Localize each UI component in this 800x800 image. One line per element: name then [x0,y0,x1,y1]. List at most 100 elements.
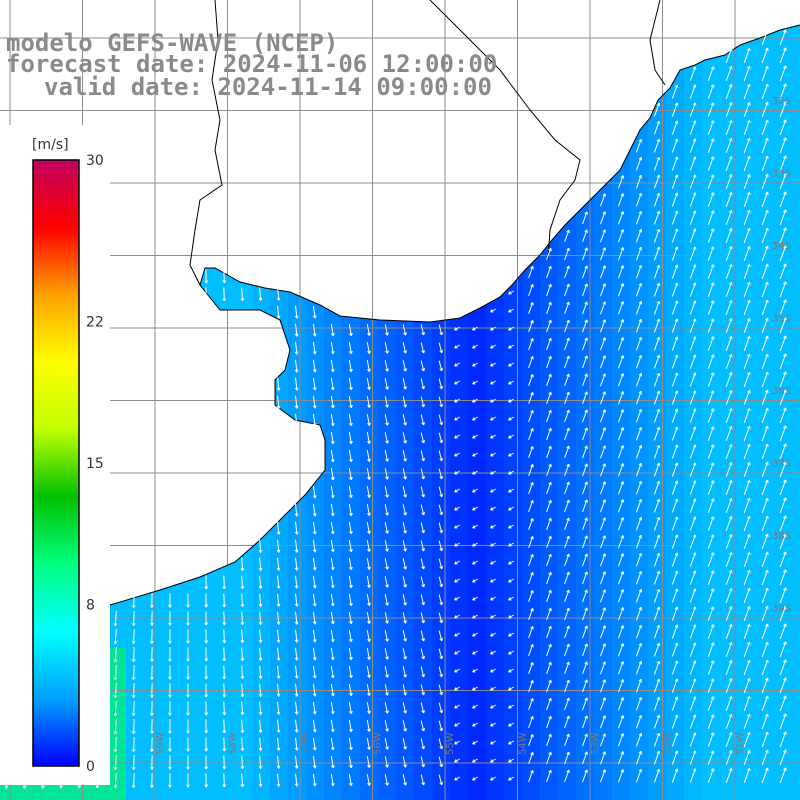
wind-cell [558,630,576,648]
wind-cell [252,720,270,738]
wind-cell [594,342,612,360]
wind-cell [756,342,774,360]
wind-cell [774,558,792,576]
wind-cell [216,738,234,756]
wind-cell [486,594,504,612]
wind-cell [774,180,792,198]
wind-cell [486,414,504,432]
wind-arrow [617,193,625,207]
wind-cell [468,342,486,360]
wind-cell [756,666,774,684]
wind-cell [648,540,666,558]
wind-cell [738,702,756,720]
wind-arrow [689,156,697,171]
longitude-label: 53W [590,732,601,755]
wind-cell [252,756,270,774]
wind-cell [612,198,630,216]
wind-cell [792,450,800,468]
wind-cell [684,666,702,684]
wind-cell [540,288,558,306]
wind-cell [108,738,126,756]
wind-cell [468,666,486,684]
wind-cell [756,504,774,522]
wind-cell [450,324,468,342]
wind-cell [108,792,126,800]
wind-cell [774,486,792,504]
wind-cell [702,522,720,540]
wind-cell [684,108,702,126]
wind-cell [558,612,576,630]
colorbar-tick-label: 30 [86,153,104,169]
wind-cell [162,648,180,666]
wind-cell [450,522,468,540]
wind-cell [702,234,720,252]
wind-cell [774,306,792,324]
wind-arrow [725,138,733,153]
wind-cell [648,234,666,252]
wind-arrow [779,101,787,118]
wind-arrow [779,173,787,190]
wind-cell [648,432,666,450]
wind-arrow [743,173,751,190]
wind-cell [450,468,468,486]
wind-cell [720,180,738,198]
wind-cell [630,270,648,288]
wind-cell [792,648,800,666]
wind-cell [504,396,522,414]
wind-cell [792,90,800,108]
wind-cell [504,306,522,324]
wind-cell [666,144,684,162]
wind-cell [522,450,540,468]
wind-cell [108,684,126,702]
wind-cell [144,738,162,756]
wind-cell [738,198,756,216]
wind-arrow [761,137,769,154]
wind-cell [738,108,756,126]
wind-cell [720,378,738,396]
wind-arrow [761,155,769,172]
wind-cell [144,702,162,720]
wind-cell [756,270,774,288]
country-border [189,0,666,286]
wind-cell [486,576,504,594]
wind-cell [774,270,792,288]
wind-cell [684,612,702,630]
wind-cell [468,630,486,648]
wind-cell [738,216,756,234]
wind-cell [522,612,540,630]
wind-cell [774,612,792,630]
wind-cell [684,702,702,720]
wind-cell [162,792,180,800]
wind-cell [792,576,800,594]
wind-cell [792,504,800,522]
wind-cell [720,774,738,792]
wind-cell [594,360,612,378]
wind-cell [738,558,756,576]
wind-cell [792,252,800,270]
wind-cell [702,72,720,90]
wind-arrow [743,137,751,154]
wind-cell [666,378,684,396]
wind-cell [612,702,630,720]
wind-cell [648,522,666,540]
wind-cell [234,576,252,594]
wind-cell [630,432,648,450]
wind-cell [756,774,774,792]
wind-cell [684,252,702,270]
wind-cell [702,216,720,234]
wind-cell [522,774,540,792]
wind-cell [738,756,756,774]
wind-cell [486,450,504,468]
wind-cell [684,126,702,144]
wind-cell [666,108,684,126]
wind-cell [684,486,702,504]
wind-arrow [671,102,679,117]
wind-cell [630,576,648,594]
wind-cell [720,234,738,252]
wind-cell [684,162,702,180]
wind-cell [612,180,630,198]
wind-cell [756,720,774,738]
wind-cell [738,684,756,702]
wind-cell [738,630,756,648]
wind-arrow [779,137,787,154]
